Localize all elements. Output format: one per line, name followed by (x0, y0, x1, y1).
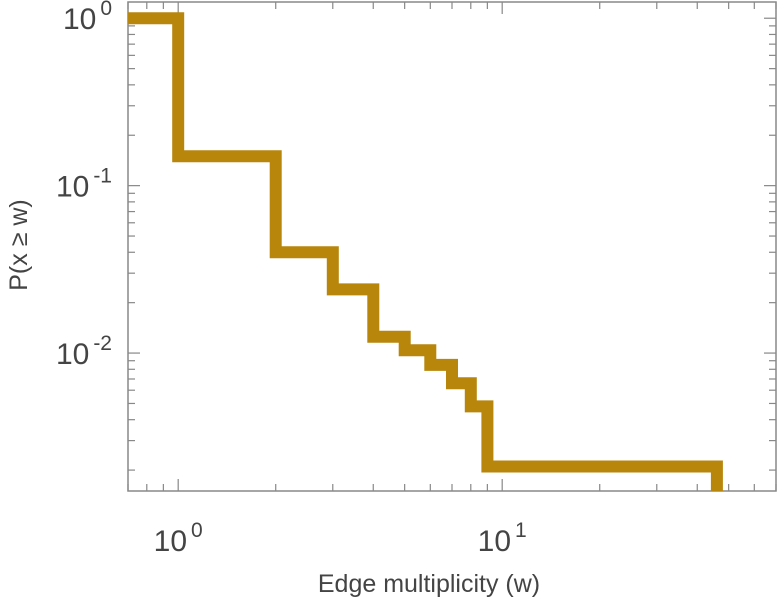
x-axis-title: Edge multiplicity (w) (318, 570, 540, 598)
x-tick-label: 10 1 (478, 519, 527, 558)
ccdf-step-line (128, 12, 723, 491)
plot-frame (127, 1, 777, 492)
y-tick-label: 10 -1 (56, 165, 112, 204)
y-axis-title: P(x ≥ w) (5, 199, 33, 291)
axis-ticks (127, 2, 777, 491)
y-tick-label: 10 0 (63, 0, 112, 36)
y-tick-label: 10 -2 (56, 332, 112, 371)
series-layer (128, 12, 723, 491)
x-tick-label: 10 0 (154, 519, 203, 558)
